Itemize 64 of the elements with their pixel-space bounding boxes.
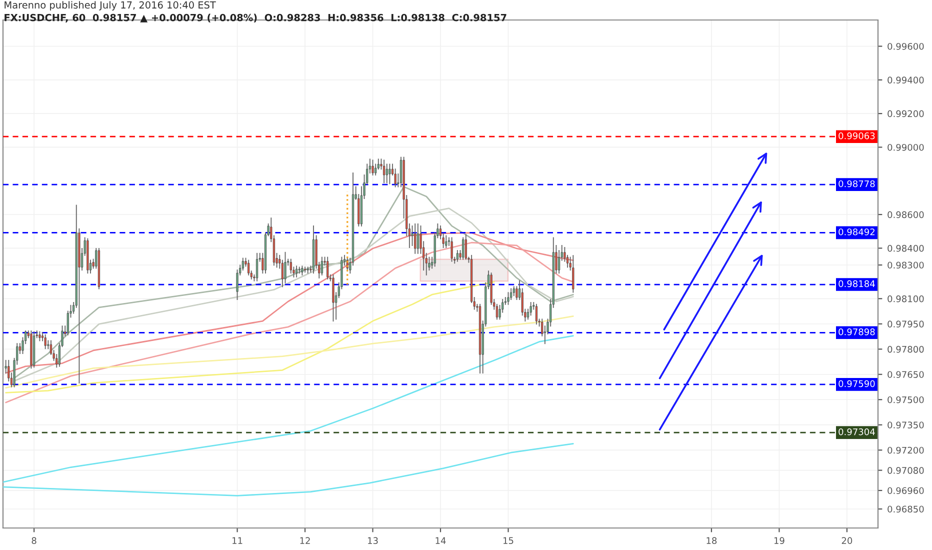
- y-tick-label: 0.98400: [888, 244, 924, 252]
- candlestick: [326, 256, 329, 280]
- candlestick: [256, 252, 258, 282]
- line-series: [3, 335, 574, 483]
- x-tick-label: 14: [436, 537, 446, 544]
- x-tick-label: 15: [503, 537, 514, 544]
- ref-line-label: 0.99063: [838, 132, 875, 140]
- candlestick: [450, 237, 453, 262]
- candlestick: [572, 255, 574, 293]
- y-tick-label: 0.99000: [888, 144, 924, 151]
- ref-line-label: 0.97590: [838, 380, 875, 388]
- y-tick-label: 0.97200: [888, 446, 924, 454]
- candlestick: [386, 164, 388, 184]
- candlestick: [462, 237, 464, 260]
- candlestick: [290, 258, 292, 274]
- candlestick: [414, 223, 416, 254]
- x-tick-label: 13: [368, 537, 378, 544]
- y-tick-label: 0.99600: [888, 42, 924, 50]
- y-tick-label: 0.99400: [888, 76, 924, 84]
- ref-line-label: 0.97898: [838, 328, 875, 336]
- y-tick-label: 0.97500: [888, 396, 924, 404]
- candlestick: [464, 234, 467, 260]
- candlestick: [44, 334, 46, 350]
- x-tick-label: 12: [300, 537, 310, 544]
- line-series: [3, 443, 574, 496]
- y-tick-label: 0.98100: [888, 295, 924, 302]
- candlestick: [382, 160, 386, 184]
- x-tick-label: 11: [232, 537, 242, 544]
- y-tick-label: 0.96850: [888, 506, 924, 513]
- line-series: [5, 242, 574, 404]
- candlestick: [530, 302, 532, 316]
- ref-line-label: 0.98778: [838, 180, 875, 188]
- candlestick: [388, 164, 391, 184]
- candlestick: [284, 252, 286, 284]
- candlestick: [516, 286, 518, 300]
- y-tick-label: 0.97800: [888, 346, 924, 353]
- candlestick: [456, 250, 458, 262]
- candlestick: [416, 223, 419, 254]
- y-tick-label: 0.97650: [888, 371, 924, 378]
- y-tick-label: 0.97080: [888, 467, 924, 474]
- y-tick-label: 0.96960: [888, 487, 924, 494]
- candlestick: [507, 292, 510, 305]
- candlestick: [535, 304, 538, 325]
- ref-line-label: 0.97304: [838, 428, 875, 436]
- candlestick: [445, 235, 448, 248]
- candlestick: [372, 160, 374, 176]
- y-tick-label: 0.98600: [888, 211, 924, 218]
- ref-line-label: 0.98492: [838, 228, 874, 236]
- y-tick-label: 0.99200: [888, 110, 924, 118]
- candlestick: [248, 260, 250, 276]
- x-tick-label: 18: [706, 537, 717, 544]
- ref-line-label: 0.98184: [838, 280, 875, 288]
- x-tick-label: 8: [32, 537, 36, 544]
- x-tick-label: 20: [842, 537, 852, 544]
- y-tick-label: 0.97950: [888, 320, 924, 328]
- y-tick-label: 0.97350: [888, 422, 924, 428]
- chart-title: FX:USDCHF, 60 0.98157 ▲ +0.00079 (+0.08%) O:0.98283 H:0.98356 L:0.98138 C:0.98157: [4, 14, 506, 23]
- y-tick-label: 0.98300: [888, 262, 924, 269]
- candlestick: [320, 256, 324, 276]
- line-series: [5, 281, 495, 394]
- x-tick-label: 19: [774, 537, 784, 544]
- chart-subtitle: Marenno published July 17, 2016 10:40 EST: [4, 1, 216, 11]
- candlestick: [295, 266, 298, 278]
- line-series: [5, 315, 574, 389]
